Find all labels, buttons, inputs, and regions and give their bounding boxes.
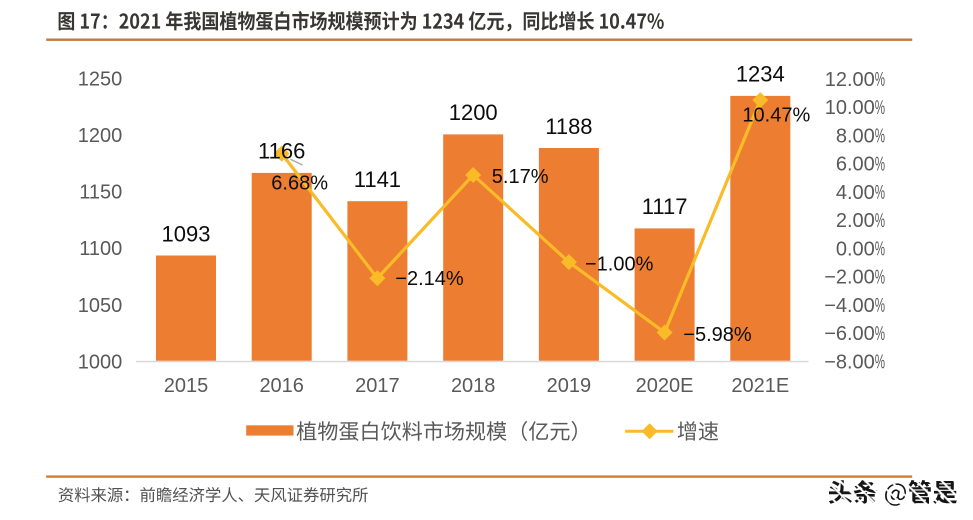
svg-text:8.00: 8.00: [836, 125, 875, 147]
svg-text:−4.00: −4.00: [824, 295, 875, 317]
svg-text:−2.14%: −2.14%: [395, 268, 464, 290]
svg-text:1141: 1141: [354, 167, 401, 192]
svg-text:1200: 1200: [78, 125, 123, 147]
svg-text:2020E: 2020E: [636, 375, 694, 397]
svg-text:2.00: 2.00: [836, 210, 875, 232]
svg-text:1188: 1188: [545, 114, 592, 139]
svg-text:4.00: 4.00: [836, 182, 875, 204]
svg-text:1200: 1200: [449, 100, 498, 125]
svg-text:−2.00: −2.00: [824, 267, 875, 289]
svg-text:10.47%: 10.47%: [742, 104, 810, 126]
svg-text:1150: 1150: [79, 182, 122, 204]
svg-text:2015: 2015: [164, 375, 209, 397]
svg-text:1093: 1093: [162, 221, 211, 246]
svg-text:0.00: 0.00: [836, 238, 875, 260]
svg-text:−1.00%: −1.00%: [585, 253, 654, 275]
svg-text:1000: 1000: [78, 351, 123, 373]
svg-text:2021E: 2021E: [731, 375, 789, 397]
svg-text:−5.98%: −5.98%: [683, 324, 752, 346]
svg-text:1234: 1234: [736, 62, 785, 87]
svg-text:5.17%: 5.17%: [492, 166, 549, 188]
svg-text:1250: 1250: [78, 68, 123, 90]
svg-text:2019: 2019: [547, 375, 592, 397]
svg-text:−6.00: −6.00: [824, 323, 875, 345]
svg-text:1117: 1117: [642, 194, 688, 219]
svg-text:6.68%: 6.68%: [271, 172, 328, 194]
svg-text:−8.00: −8.00: [824, 351, 875, 373]
svg-text:2018: 2018: [451, 375, 496, 397]
svg-text:1166: 1166: [258, 139, 305, 164]
svg-text:6.00: 6.00: [836, 154, 875, 176]
svg-text:1100: 1100: [79, 238, 122, 260]
svg-text:2017: 2017: [355, 375, 400, 397]
svg-text:12.00: 12.00: [825, 69, 875, 91]
svg-text:2016: 2016: [259, 375, 304, 397]
svg-text:1050: 1050: [78, 295, 123, 317]
svg-text:10.00: 10.00: [825, 97, 875, 119]
